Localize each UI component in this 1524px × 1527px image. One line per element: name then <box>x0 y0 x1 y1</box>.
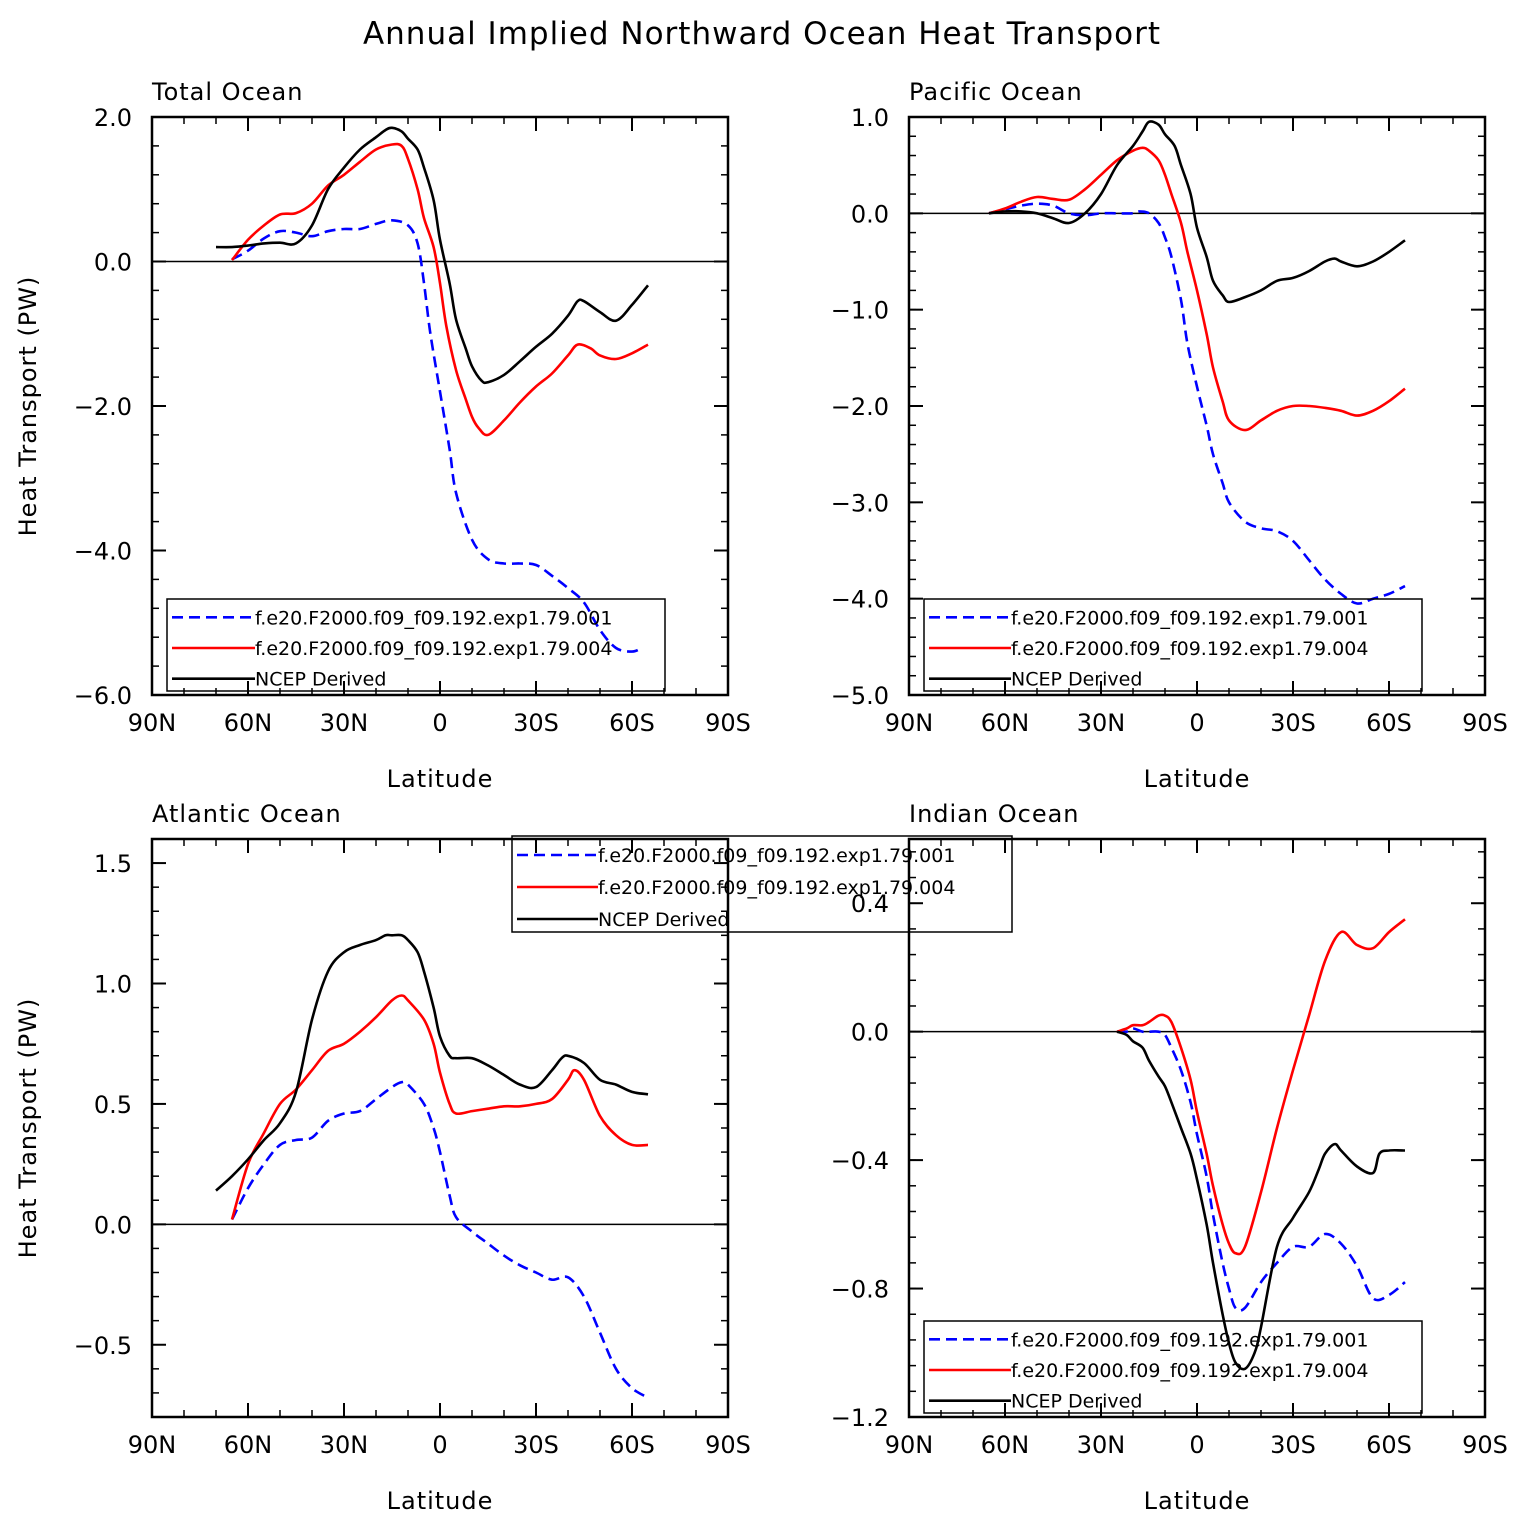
x-tick-label: 90S <box>1462 709 1508 737</box>
legend-entry: f.e20.F2000.f09_f09.192.exp1.79.001 <box>598 845 955 867</box>
x-tick-label: 60S <box>1366 709 1412 737</box>
x-tick-label: 60N <box>224 1431 273 1459</box>
series-line <box>1116 1027 1406 1312</box>
legend-entry: f.e20.F2000.f09_f09.192.exp1.79.001 <box>255 607 612 629</box>
y-tick-label: −0.5 <box>74 1332 132 1360</box>
y-tick-label: −4.0 <box>831 586 889 614</box>
y-axis-label: Heat Transport (PW) <box>14 998 42 1259</box>
legend-entry: f.e20.F2000.f09_f09.192.exp1.79.004 <box>255 638 612 660</box>
x-tick-label: 0 <box>432 1431 447 1459</box>
y-tick-label: 0.0 <box>94 249 132 277</box>
y-tick-label: 1.5 <box>94 850 132 878</box>
y-tick-label: −0.4 <box>831 1147 889 1175</box>
x-tick-label: 30S <box>1270 709 1316 737</box>
x-tick-label: 30N <box>320 709 369 737</box>
x-tick-label: 90S <box>705 1431 751 1459</box>
x-tick-label: 60N <box>224 709 273 737</box>
y-tick-label: −5.0 <box>831 682 889 710</box>
y-tick-label: 1.0 <box>94 971 132 999</box>
x-axis-label: Latitude <box>387 1487 494 1515</box>
plot-frame <box>150 115 730 697</box>
y-tick-label: 0.0 <box>851 1019 889 1047</box>
legend-entry: f.e20.F2000.f09_f09.192.exp1.79.004 <box>1011 1360 1368 1382</box>
y-axis-label: Heat Transport (PW) <box>14 276 42 537</box>
series-line <box>231 218 643 653</box>
series-line <box>230 994 649 1220</box>
y-tick-label: 1.0 <box>851 104 889 132</box>
legend-entry: NCEP Derived <box>1011 1391 1142 1413</box>
y-tick-label: 0.0 <box>851 200 889 228</box>
legend-entry: NCEP Derived <box>598 909 729 931</box>
y-tick-label: −4.0 <box>74 538 132 566</box>
legend-entry: f.e20.F2000.f09_f09.192.exp1.79.001 <box>1011 607 1368 629</box>
plot-frame <box>150 837 730 1419</box>
x-tick-label: 30N <box>320 1431 369 1459</box>
legend-entry: NCEP Derived <box>1011 669 1142 691</box>
legend-entry: f.e20.F2000.f09_f09.192.exp1.79.004 <box>1011 638 1368 660</box>
legend-entry: f.e20.F2000.f09_f09.192.exp1.79.004 <box>598 877 955 899</box>
y-tick-label: −2.0 <box>74 393 132 421</box>
x-tick-label: 60N <box>981 1431 1030 1459</box>
x-tick-label: 30S <box>513 1431 559 1459</box>
series-line <box>988 202 1406 605</box>
x-tick-label: 30N <box>1077 1431 1126 1459</box>
y-tick-label: −0.8 <box>831 1276 889 1304</box>
x-tick-label: 30S <box>513 709 559 737</box>
panel-1: Pacific Ocean 90N 60N 30N 0 30S 60S 90S 1.0 0.0 −1… <box>831 78 1508 793</box>
legend-entry: f.e20.F2000.f09_f09.192.exp1.79.001 <box>1011 1329 1368 1351</box>
x-tick-label: 90N <box>128 709 177 737</box>
y-tick-label: −1.2 <box>831 1404 889 1432</box>
panel-3: Indian Ocean 90N 60N 30N 0 30S 60S 90S 0.4 0.0 −0.… <box>831 800 1508 1515</box>
panel-title: Indian Ocean <box>909 800 1080 828</box>
y-tick-label: 0.0 <box>94 1211 132 1239</box>
series-line <box>215 933 649 1192</box>
y-tick-label: 2.0 <box>94 104 132 132</box>
x-tick-label: 30N <box>1077 709 1126 737</box>
y-tick-label: −6.0 <box>74 682 132 710</box>
y-tick-label: −2.0 <box>831 393 889 421</box>
x-tick-label: 60S <box>609 1431 655 1459</box>
x-tick-label: 0 <box>1189 1431 1204 1459</box>
x-tick-label: 90S <box>705 709 751 737</box>
x-tick-label: 60S <box>609 709 655 737</box>
x-tick-label: 0 <box>432 709 447 737</box>
x-tick-label: 90N <box>885 709 934 737</box>
panel-title: Pacific Ocean <box>909 78 1083 106</box>
x-tick-label: 90S <box>1462 1431 1508 1459</box>
y-tick-label: 0.5 <box>94 1091 132 1119</box>
panel-title: Atlantic Ocean <box>152 800 342 828</box>
series-line <box>230 1080 649 1399</box>
x-axis-label: Latitude <box>387 765 494 793</box>
x-tick-label: 60S <box>1366 1431 1412 1459</box>
panel-title: Total Ocean <box>151 78 303 106</box>
series-line <box>215 126 650 385</box>
series-line <box>1116 1030 1406 1371</box>
legend-box <box>923 1320 1423 1414</box>
series-line <box>988 120 1406 304</box>
x-tick-label: 90N <box>128 1431 177 1459</box>
plot-frame <box>907 837 1487 1419</box>
legend-box <box>923 598 1423 692</box>
y-tick-label: −3.0 <box>831 489 889 517</box>
x-tick-label: 0 <box>1189 709 1204 737</box>
x-tick-label: 60N <box>981 709 1030 737</box>
main-title: Annual Implied Northward Ocean Heat Tran… <box>363 16 1161 52</box>
x-axis-label: Latitude <box>1144 765 1251 793</box>
panel-0: Total Ocean 90N 60N 30N 0 30S 60S 90S 2.0 0.0 −2.0… <box>14 78 751 793</box>
legend-box <box>166 598 666 692</box>
legend-box <box>511 835 1013 933</box>
series-line <box>988 146 1406 432</box>
series-line <box>230 142 649 437</box>
x-axis-label: Latitude <box>1144 1487 1251 1515</box>
panel-2: Atlantic Ocean 90N 60N 30N 0 30S 60S 90S 1.5 1.0 0… <box>14 800 1013 1515</box>
x-tick-label: 90N <box>885 1431 934 1459</box>
series-line <box>1116 918 1406 1256</box>
legend-entry: NCEP Derived <box>255 669 386 691</box>
plot-frame <box>907 115 1487 697</box>
y-tick-label: −1.0 <box>831 297 889 325</box>
x-tick-label: 30S <box>1270 1431 1316 1459</box>
y-tick-label: 0.4 <box>851 890 889 918</box>
